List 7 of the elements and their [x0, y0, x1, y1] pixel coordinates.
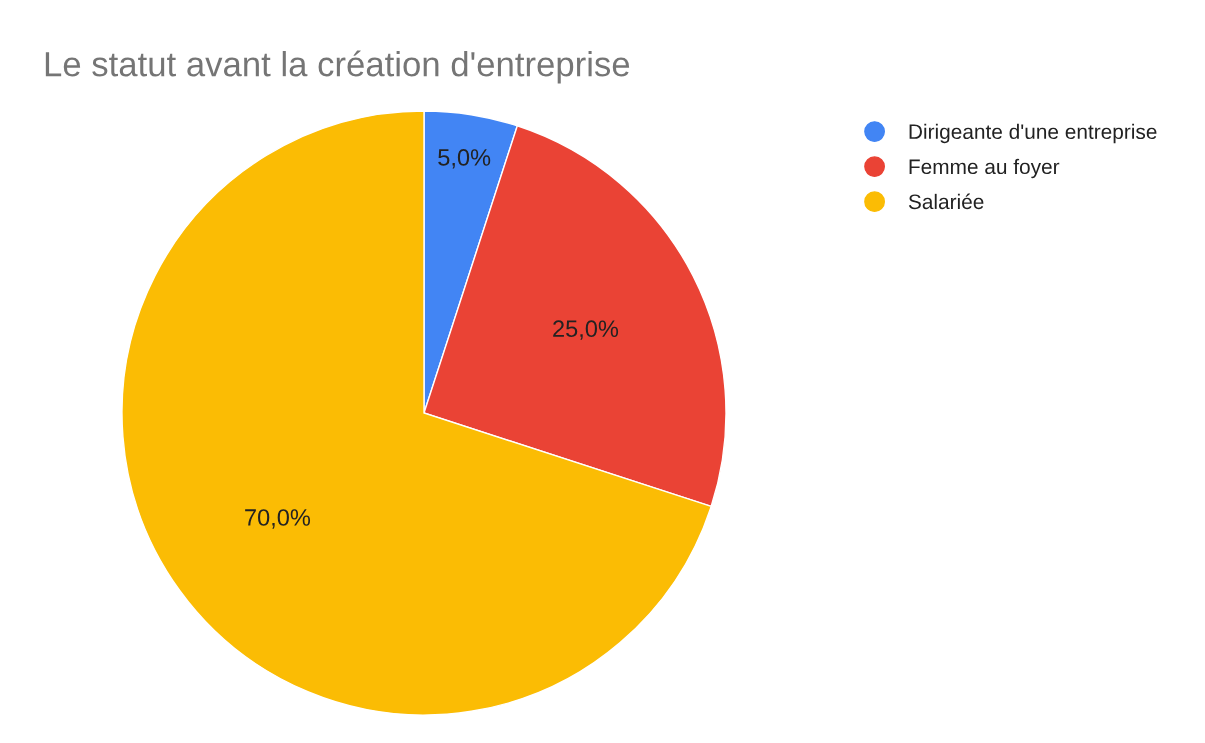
chart-title: Le statut avant la création d'entreprise — [45, 50, 630, 84]
data-label: 25,0% — [553, 320, 619, 340]
data-label: 70,0% — [245, 509, 311, 529]
legend-label: Salariée — [908, 193, 984, 210]
legend-label: Femme au foyer — [909, 158, 1060, 179]
data-label: 5,0% — [438, 149, 491, 169]
legend-label: Dirigeante d'une entreprise — [909, 123, 1157, 144]
